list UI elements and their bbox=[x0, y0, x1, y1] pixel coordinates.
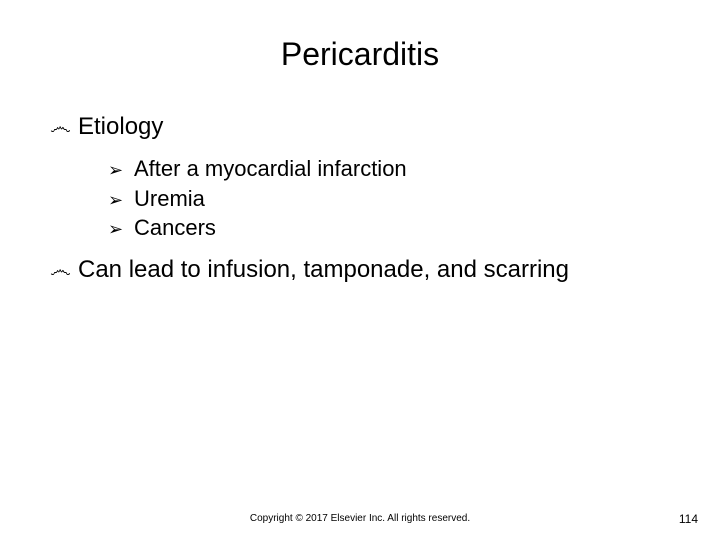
bullet-after-mi-label: After a myocardial infarction bbox=[134, 155, 407, 183]
bullet-uremia-label: Uremia bbox=[134, 185, 205, 213]
bullet-can-lead: ෴ Can lead to infusion, tamponade, and s… bbox=[50, 256, 680, 284]
slide-title: Pericarditis bbox=[40, 36, 680, 73]
bullet-mark-l2: ➢ bbox=[108, 159, 134, 182]
bullet-mark-l2: ➢ bbox=[108, 189, 134, 212]
page-number: 114 bbox=[679, 512, 698, 526]
bullet-mark-l1: ෴ bbox=[50, 257, 78, 283]
bullet-mark-l1: ෴ bbox=[50, 114, 78, 140]
bullet-uremia: ➢ Uremia bbox=[108, 185, 680, 213]
bullet-cancers-label: Cancers bbox=[134, 214, 216, 242]
bullet-cancers: ➢ Cancers bbox=[108, 214, 680, 242]
bullet-can-lead-label: Can lead to infusion, tamponade, and sca… bbox=[78, 256, 569, 284]
bullet-etiology: ෴ Etiology bbox=[50, 113, 680, 141]
copyright-footer: Copyright © 2017 Elsevier Inc. All right… bbox=[0, 513, 720, 524]
slide: Pericarditis ෴ Etiology ➢ After a myocar… bbox=[0, 0, 720, 540]
bullet-etiology-label: Etiology bbox=[78, 113, 163, 141]
spacer bbox=[40, 244, 680, 256]
bullet-after-mi: ➢ After a myocardial infarction bbox=[108, 155, 680, 183]
bullet-mark-l2: ➢ bbox=[108, 218, 134, 241]
